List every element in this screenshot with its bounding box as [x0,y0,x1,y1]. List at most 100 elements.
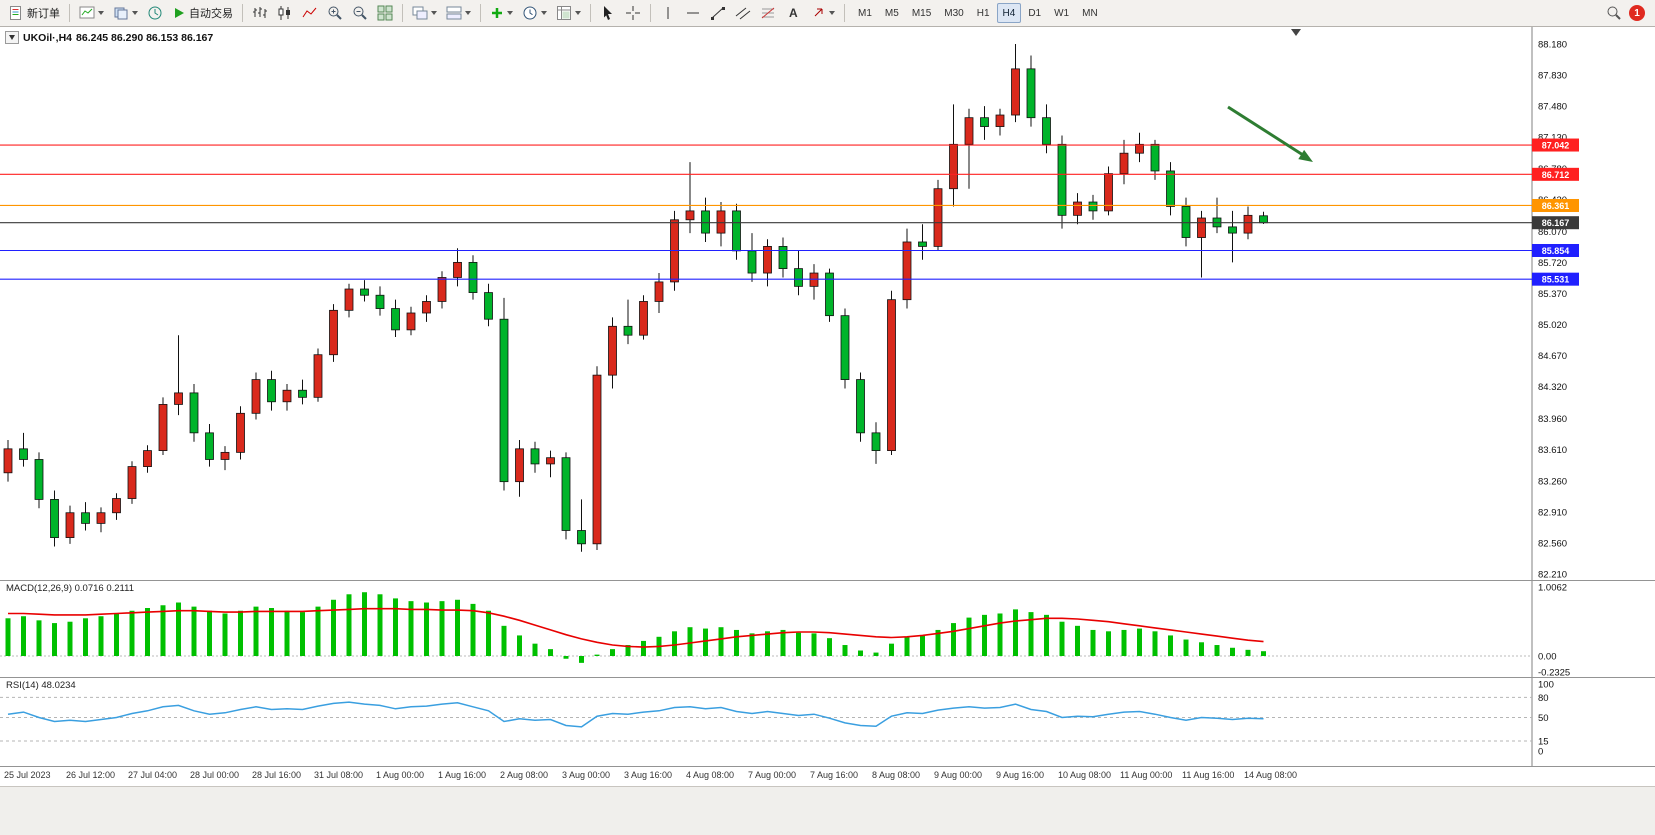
arrange-windows-button[interactable] [442,2,475,24]
macd-bar [1121,629,1127,656]
time-label: 7 Aug 16:00 [810,770,859,780]
new-chart-button[interactable] [75,2,108,24]
symbol-ohlc: 86.245 86.290 86.153 86.167 [76,31,214,44]
macd-axis-label: 0.00 [1538,652,1557,663]
new-order-icon [10,6,21,20]
price-tag [1532,272,1579,286]
chart-shift-marker[interactable] [1291,29,1301,36]
macd-bar [1214,645,1220,656]
timeframe-W1[interactable]: W1 [1054,7,1070,19]
time-label: 28 Jul 00:00 [190,770,240,780]
horizontal-line-button[interactable] [681,2,705,24]
macd-bar [300,612,305,656]
zoom-out-button[interactable] [348,2,372,24]
chevron-down-icon [507,11,513,15]
line-chart-button[interactable] [298,2,322,24]
search-button[interactable] [1602,2,1626,24]
cursor-icon [604,6,612,20]
templates-button[interactable] [552,2,585,24]
rsi-axis-label: 80 [1538,693,1549,704]
timeframe-H4[interactable]: H4 [996,3,1022,23]
candle [267,379,276,403]
crosshair-button[interactable] [621,2,645,24]
candlestick-chart-button[interactable] [273,2,297,24]
bottom-filler [0,786,1655,835]
rsi-line [7,701,1264,728]
candle [499,318,509,483]
tile-windows-button[interactable] [373,2,397,24]
vertical-line-button[interactable] [656,2,680,24]
candle [220,451,230,460]
symbol-dropdown[interactable] [5,31,19,44]
time-axis[interactable]: 25 Jul 2023 26 Jul 12:00 27 Jul 04:00 28 Ju… [0,766,1655,786]
time-label: 27 Jul 04:00 [128,770,178,780]
rsi-panel[interactable]: 100 80 50 150 [0,678,1655,766]
time-label: 4 Aug 08:00 [686,770,735,780]
bar-chart-icon [253,7,267,18]
price-axis-label: 83.260 [1538,476,1567,487]
candle [623,325,633,336]
macd-bar [315,606,321,656]
toolbar-separator [242,4,243,22]
macd-bar [594,654,600,656]
chart-window: 88.18087.83087.48087.13086.78086.43086.0… [0,27,1655,835]
toolbar-separator [69,4,70,22]
macd-panel[interactable]: 1.0062 0.00 -0.2325 [0,581,1655,677]
macd-bar [1230,647,1235,656]
timeframe-MN[interactable]: MN [1082,7,1098,19]
time-label: 3 Aug 16:00 [624,770,673,780]
chevron-down-icon [132,11,138,15]
candle [639,301,648,336]
timeframe-M15[interactable]: M15 [911,7,932,19]
candle [546,457,555,465]
zoom-in-button[interactable] [323,2,347,24]
macd-bar [625,645,631,656]
macd-bar [269,608,274,656]
candle [174,392,183,405]
price-chart[interactable]: 88.18087.83087.48087.13086.78086.43086.0… [0,27,1655,580]
new-order-button[interactable]: 新订单 [4,2,64,24]
periods-button[interactable] [518,2,551,24]
time-label: 2 Aug 08:00 [500,770,549,780]
bar-chart-button[interactable] [248,2,272,24]
notification-badge[interactable]: 1 [1629,5,1645,21]
market-watch-button[interactable] [143,2,167,24]
macd-bar [377,594,383,656]
channel-button[interactable] [731,2,755,24]
candle [1011,68,1020,116]
timeframe-H1[interactable]: H1 [976,7,990,19]
main-chart-pane: 88.18087.83087.48087.13086.78086.43086.0… [0,27,1655,580]
price-axis-label: 85.720 [1538,258,1567,269]
cursor-button[interactable] [596,2,620,24]
text-tool-button[interactable]: A [781,2,805,24]
candle [1181,206,1191,238]
cascade-windows-button[interactable] [408,2,441,24]
timeframe-M30[interactable]: M30 [944,7,964,19]
text-icon: A [789,6,798,20]
macd-bar [470,603,476,656]
arrows-tool-button[interactable] [806,2,839,24]
timeframe-M5[interactable]: M5 [884,7,899,19]
annotation-arrowhead [1298,149,1313,162]
toolbar-separator [402,4,403,22]
macd-bar [393,598,398,656]
timeframe-M1[interactable]: M1 [858,7,872,19]
profiles-button[interactable] [109,2,142,24]
macd-bar [765,631,770,656]
auto-trading-button[interactable]: 自动交易 [168,2,237,24]
tile-windows-icon [377,5,393,21]
macd-signal-line [8,607,1264,648]
trendline-button[interactable] [706,2,730,24]
rsi-pane: 100 80 50 15 0 RSI(14) 48.0234 [0,677,1655,766]
macd-bar [858,650,863,656]
annotation-arrow[interactable] [1227,105,1304,157]
timeframe-D1[interactable]: D1 [1028,7,1042,19]
macd-axis-label: -0.2325 [1538,667,1570,677]
candle [1228,226,1237,234]
fibonacci-button[interactable] [756,2,780,24]
price-tag [1532,138,1579,152]
fibonacci-icon [761,7,775,19]
insert-indicator-button[interactable] [486,2,517,24]
macd-bar [486,610,491,656]
macd-bar [253,606,259,656]
